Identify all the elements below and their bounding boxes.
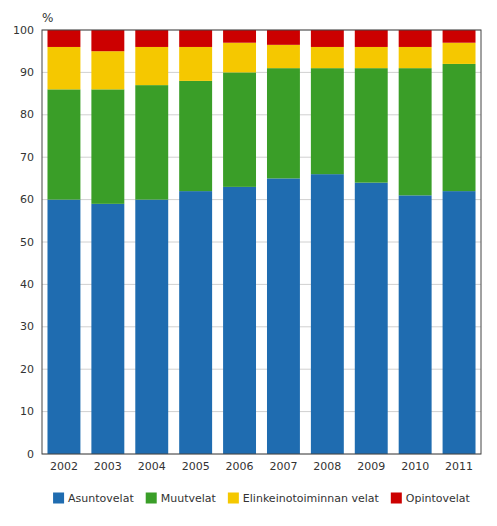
bar-segment (47, 200, 80, 454)
grid (42, 30, 481, 454)
bar-segment (443, 30, 476, 43)
bar-segment (179, 30, 212, 47)
bar-segment (135, 47, 168, 85)
bar-segment (179, 47, 212, 81)
x-axis: 2002 2003 2004 2005 2006 2007 2008 2009 2010 2011 (50, 460, 473, 473)
y-axis-label: % (42, 11, 53, 25)
bar-segment (135, 30, 168, 47)
legend-swatch (391, 493, 402, 504)
bar-segment (355, 68, 388, 182)
bar-segment (443, 64, 476, 191)
chart-container: 0102030405060708090100200220032004200520… (0, 0, 497, 526)
x-tick-label: 2008 (313, 460, 341, 473)
y-tick-label: 100 (13, 24, 34, 37)
y-tick-label: 50 (20, 236, 34, 249)
bar-segment (311, 30, 344, 47)
bar-segment (267, 30, 300, 45)
legend-label: Elinkeinotoiminnan velat (243, 492, 380, 505)
bar-segment (267, 45, 300, 68)
y-tick-label: 80 (20, 108, 34, 121)
y-axis: 0 10 20 30 40 50 60 70 80 90 100 (13, 24, 34, 461)
bar-segment (399, 30, 432, 47)
legend-item: Elinkeinotoiminnan velat (228, 492, 380, 505)
bar-segment (399, 195, 432, 454)
bar-segment (267, 178, 300, 454)
bar-segment (91, 204, 124, 454)
bar-segment (355, 183, 388, 454)
legend: Asuntovelat Muutvelat Elinkeinotoiminnan v… (53, 492, 471, 505)
bar-segment (91, 51, 124, 89)
x-tick-label: 2002 (50, 460, 78, 473)
legend-label: Opintovelat (406, 492, 471, 505)
bar-segment (355, 30, 388, 47)
x-tick-label: 2011 (445, 460, 473, 473)
bar-segment (47, 89, 80, 199)
y-tick-label: 60 (20, 193, 34, 206)
bar-segment (47, 30, 80, 47)
legend-label: Asuntovelat (68, 492, 134, 505)
x-tick-label: 2005 (182, 460, 210, 473)
bar-segment (47, 47, 80, 89)
bar-segment (399, 47, 432, 68)
bar-segment (399, 68, 432, 195)
bar-segment (443, 191, 476, 454)
legend-swatch (228, 493, 239, 504)
y-tick-label: 30 (20, 320, 34, 333)
bar-segment (267, 68, 300, 178)
x-tick-label: 2003 (94, 460, 122, 473)
y-tick-label: 40 (20, 278, 34, 291)
bar-segment (311, 68, 344, 174)
bar-segment (91, 89, 124, 203)
y-tick-label: 20 (20, 363, 34, 376)
y-tick-label: 10 (20, 405, 34, 418)
bar-segment (355, 47, 388, 68)
y-tick-label: 0 (27, 448, 34, 461)
bar-segment (223, 30, 256, 43)
legend-swatch (146, 493, 157, 504)
legend-label: Muutvelat (161, 492, 217, 505)
legend-swatch (53, 493, 64, 504)
legend-item: Asuntovelat (53, 492, 134, 505)
legend-item: Opintovelat (391, 492, 471, 505)
bar-series (47, 174, 475, 454)
bar-segment (135, 85, 168, 199)
bar-segment (223, 43, 256, 73)
x-tick-label: 2006 (226, 460, 254, 473)
bar-segment (179, 191, 212, 454)
x-tick-label: 2010 (401, 460, 429, 473)
bar-segment (91, 30, 124, 51)
bar-segment (443, 43, 476, 64)
x-tick-label: 2004 (138, 460, 166, 473)
x-tick-label: 2009 (357, 460, 385, 473)
bar-segment (135, 200, 168, 454)
y-tick-label: 70 (20, 151, 34, 164)
bar-segment (311, 174, 344, 454)
legend-item: Muutvelat (146, 492, 217, 505)
bar-series (47, 30, 475, 51)
y-tick-label: 90 (20, 66, 34, 79)
plot-area: 0102030405060708090100200220032004200520… (13, 11, 481, 473)
bar-segment (223, 72, 256, 186)
bar-segment (311, 47, 344, 68)
x-tick-label: 2007 (269, 460, 297, 473)
bars (47, 30, 475, 454)
chart: 0102030405060708090100200220032004200520… (0, 0, 497, 526)
plot-frame (42, 30, 481, 454)
bar-segment (179, 81, 212, 191)
bar-segment (223, 187, 256, 454)
